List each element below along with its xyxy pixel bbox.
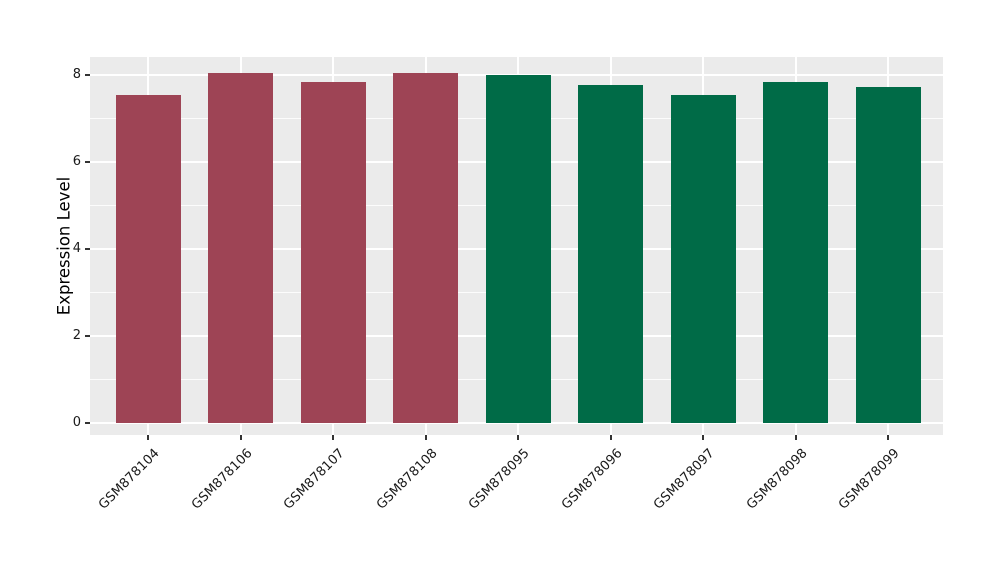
x-tick-mark-GSM878106 [239, 435, 242, 440]
y-tick-label-8: 8 [72, 67, 81, 82]
bar-GSM878106 [208, 72, 273, 423]
bar-GSM878108 [393, 72, 458, 423]
x-tick-label-GSM878096: GSM878096 [558, 446, 626, 513]
x-tick-label-GSM878106: GSM878106 [188, 446, 256, 513]
gridline-major-y-0 [90, 422, 943, 424]
y-tick-mark-2 [85, 335, 90, 337]
plot-panel [90, 57, 943, 435]
x-tick-mark-GSM878104 [147, 435, 149, 440]
x-tick-mark-GSM878099 [887, 435, 889, 440]
bar-GSM878104 [115, 94, 181, 423]
bar-GSM878096 [578, 84, 643, 423]
x-tick-label-GSM878095: GSM878095 [466, 446, 533, 513]
x-tick-label-GSM878107: GSM878107 [281, 446, 348, 513]
y-tick-mark-8 [85, 74, 90, 76]
y-tick-mark-0 [85, 422, 90, 424]
x-tick-mark-GSM878095 [517, 435, 519, 440]
y-tick-label-4: 4 [72, 241, 81, 256]
x-tick-label-GSM878104: GSM878104 [96, 446, 163, 513]
y-tick-mark-6 [85, 161, 90, 163]
x-tick-mark-GSM878097 [702, 435, 704, 440]
x-tick-label-GSM878099: GSM878099 [836, 446, 903, 513]
bar-GSM878099 [855, 87, 921, 423]
x-tick-mark-GSM878108 [424, 435, 427, 440]
bar-GSM878095 [485, 75, 551, 423]
y-tick-mark-4 [85, 248, 90, 250]
x-tick-label-GSM878097: GSM878097 [651, 446, 718, 513]
bar-GSM878107 [300, 81, 366, 423]
x-tick-mark-GSM878107 [332, 435, 334, 440]
y-tick-label-6: 6 [72, 154, 81, 169]
y-tick-label-0: 0 [72, 415, 81, 430]
bar-GSM878098 [763, 81, 828, 423]
x-tick-mark-GSM878096 [609, 435, 612, 440]
x-tick-label-GSM878108: GSM878108 [373, 446, 441, 513]
bar-GSM878097 [670, 94, 736, 423]
y-tick-label-2: 2 [72, 328, 81, 343]
x-tick-mark-GSM878098 [794, 435, 797, 440]
x-tick-label-GSM878098: GSM878098 [743, 446, 811, 513]
